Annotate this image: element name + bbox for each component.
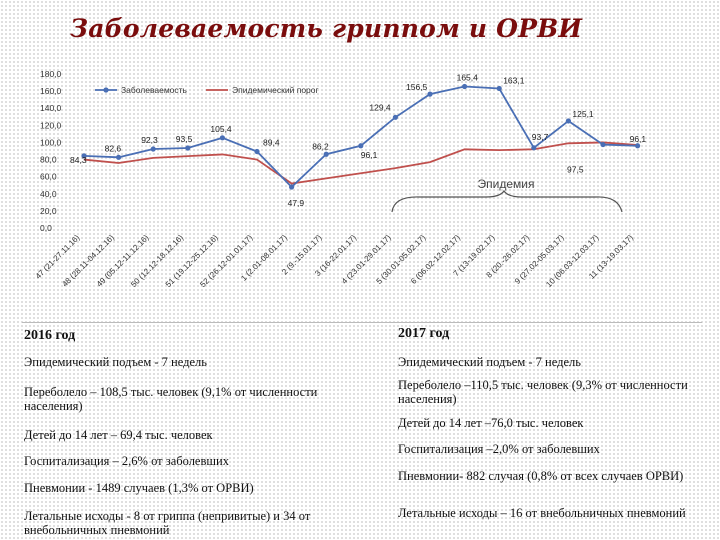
data-label: 165,4 [457, 72, 479, 82]
y-tick-label: 60,0 [40, 172, 57, 182]
data-label: 97,5 [567, 165, 584, 175]
epidemic-annotation: Эпидемия [391, 177, 623, 213]
y-tick-label: 140,0 [40, 103, 62, 113]
incidence-point [289, 184, 295, 190]
data-label: 105,4 [210, 124, 232, 134]
incidence-point [358, 143, 364, 149]
y-axis: 0,0 20,0 40,0 60,0 80,0 100,0 120,0 140,0 160,0 1… [40, 69, 62, 233]
stat-hospitalization: Госпитализация –2,0% от заболевших [398, 442, 600, 456]
incidence-point [392, 114, 398, 120]
year-2017: 2017 год [398, 326, 450, 341]
data-label: 82,6 [105, 143, 122, 153]
stat-pneumonia: Пневмонии - 1489 случаев (1,3% от ОРВИ) [24, 481, 254, 495]
table-divider [22, 322, 702, 323]
data-label: 156,5 [406, 82, 428, 92]
incidence-point [254, 148, 260, 155]
incidence-point [531, 145, 537, 151]
y-tick-label: 0,0 [40, 223, 52, 233]
data-label: 93,7 [532, 132, 549, 142]
stat-sick: Переболело –110,5 тыс. человек (9,3% от … [398, 378, 688, 406]
incidence-point [565, 118, 572, 124]
incidence-point [462, 83, 468, 90]
y-tick-label: 20,0 [40, 206, 57, 216]
threshold-series [83, 141, 638, 185]
x-axis: 47 (21-27.11.16)48 (28.11-04.12.16)49 (0… [34, 233, 636, 289]
y-tick-label: 160,0 [40, 86, 62, 96]
incidence-point [81, 153, 87, 159]
data-label: 86,2 [312, 141, 329, 151]
incidence-point [600, 141, 606, 148]
stat-hospitalization: Госпитализация – 2,6% от заболевших [24, 454, 229, 468]
annotation-label: Эпидемия [478, 177, 535, 191]
y-tick-label: 100,0 [40, 137, 62, 147]
data-label: 163,1 [503, 75, 525, 85]
incidence-point [323, 151, 329, 157]
stat-children: Детей до 14 лет – 69,4 тыс. человек [24, 428, 213, 442]
data-label: 92,3 [141, 135, 158, 145]
stat-epidemic-rise: Эпидемический подъем - 7 недель [24, 355, 207, 369]
stat-epidemic-rise: Эпидемический подъем - 7 недель [398, 355, 581, 369]
legend: Заболеваемость Эпидемический порог [95, 85, 319, 95]
incidence-point [427, 91, 433, 97]
incidence-point [219, 135, 225, 141]
incidence-point [635, 143, 641, 149]
incidence-line [83, 85, 638, 189]
incidence-point [150, 146, 156, 152]
data-label: 84,3 [70, 155, 87, 165]
stat-deaths: Летальные исходы - 8 от гриппа (непривит… [24, 509, 311, 537]
stat-pneumonia: Пневмонии- 882 случая (0,8% от всех случ… [398, 469, 684, 483]
column-2016: 2016 год Эпидемический подъем - 7 недель… [24, 328, 344, 540]
y-tick-label: 40,0 [40, 189, 57, 199]
stat-deaths: Летальные исходы – 16 от внебольничных п… [398, 506, 686, 520]
year-2016: 2016 год [24, 328, 76, 343]
stat-sick: Переболело – 108,5 тыс. человек (9,1% от… [24, 385, 318, 413]
threshold-line [83, 141, 638, 185]
stat-children: Детей до 14 лет –76,0 тыс. человек [398, 416, 584, 430]
legend-label-threshold: Эпидемический порог [232, 85, 319, 95]
column-2017: 2017 год Эпидемический подъем - 7 недель… [398, 326, 708, 540]
legend-label-incidence: Заболеваемость [121, 85, 188, 95]
incidence-point [185, 145, 191, 151]
data-label: 96,1 [630, 134, 647, 144]
data-label: 96,1 [361, 150, 378, 160]
y-tick-label: 120,0 [40, 120, 62, 130]
incidence-series: 84,3 82,6 92,3 93,5 105,4 89,4 47,9 86,2 96,1 129… [70, 72, 646, 208]
chart-title: Заболеваемость гриппом и ОРВИ [70, 14, 583, 43]
y-tick-label: 80,0 [40, 155, 57, 165]
incidence-point [496, 85, 502, 92]
incidence-chart: 0,0 20,0 40,0 60,0 80,0 100,0 120,0 140,0 160,0 1… [34, 69, 647, 289]
incidence-point [116, 154, 122, 160]
y-tick-label: 180,0 [40, 69, 62, 79]
data-label: 89,4 [263, 138, 280, 148]
epidemic-brace [391, 189, 623, 213]
data-label: 47,9 [288, 198, 305, 208]
data-label: 129,4 [369, 102, 391, 112]
legend-marker [103, 87, 109, 93]
data-label: 125,1 [572, 109, 594, 119]
data-label: 93,5 [176, 134, 193, 144]
